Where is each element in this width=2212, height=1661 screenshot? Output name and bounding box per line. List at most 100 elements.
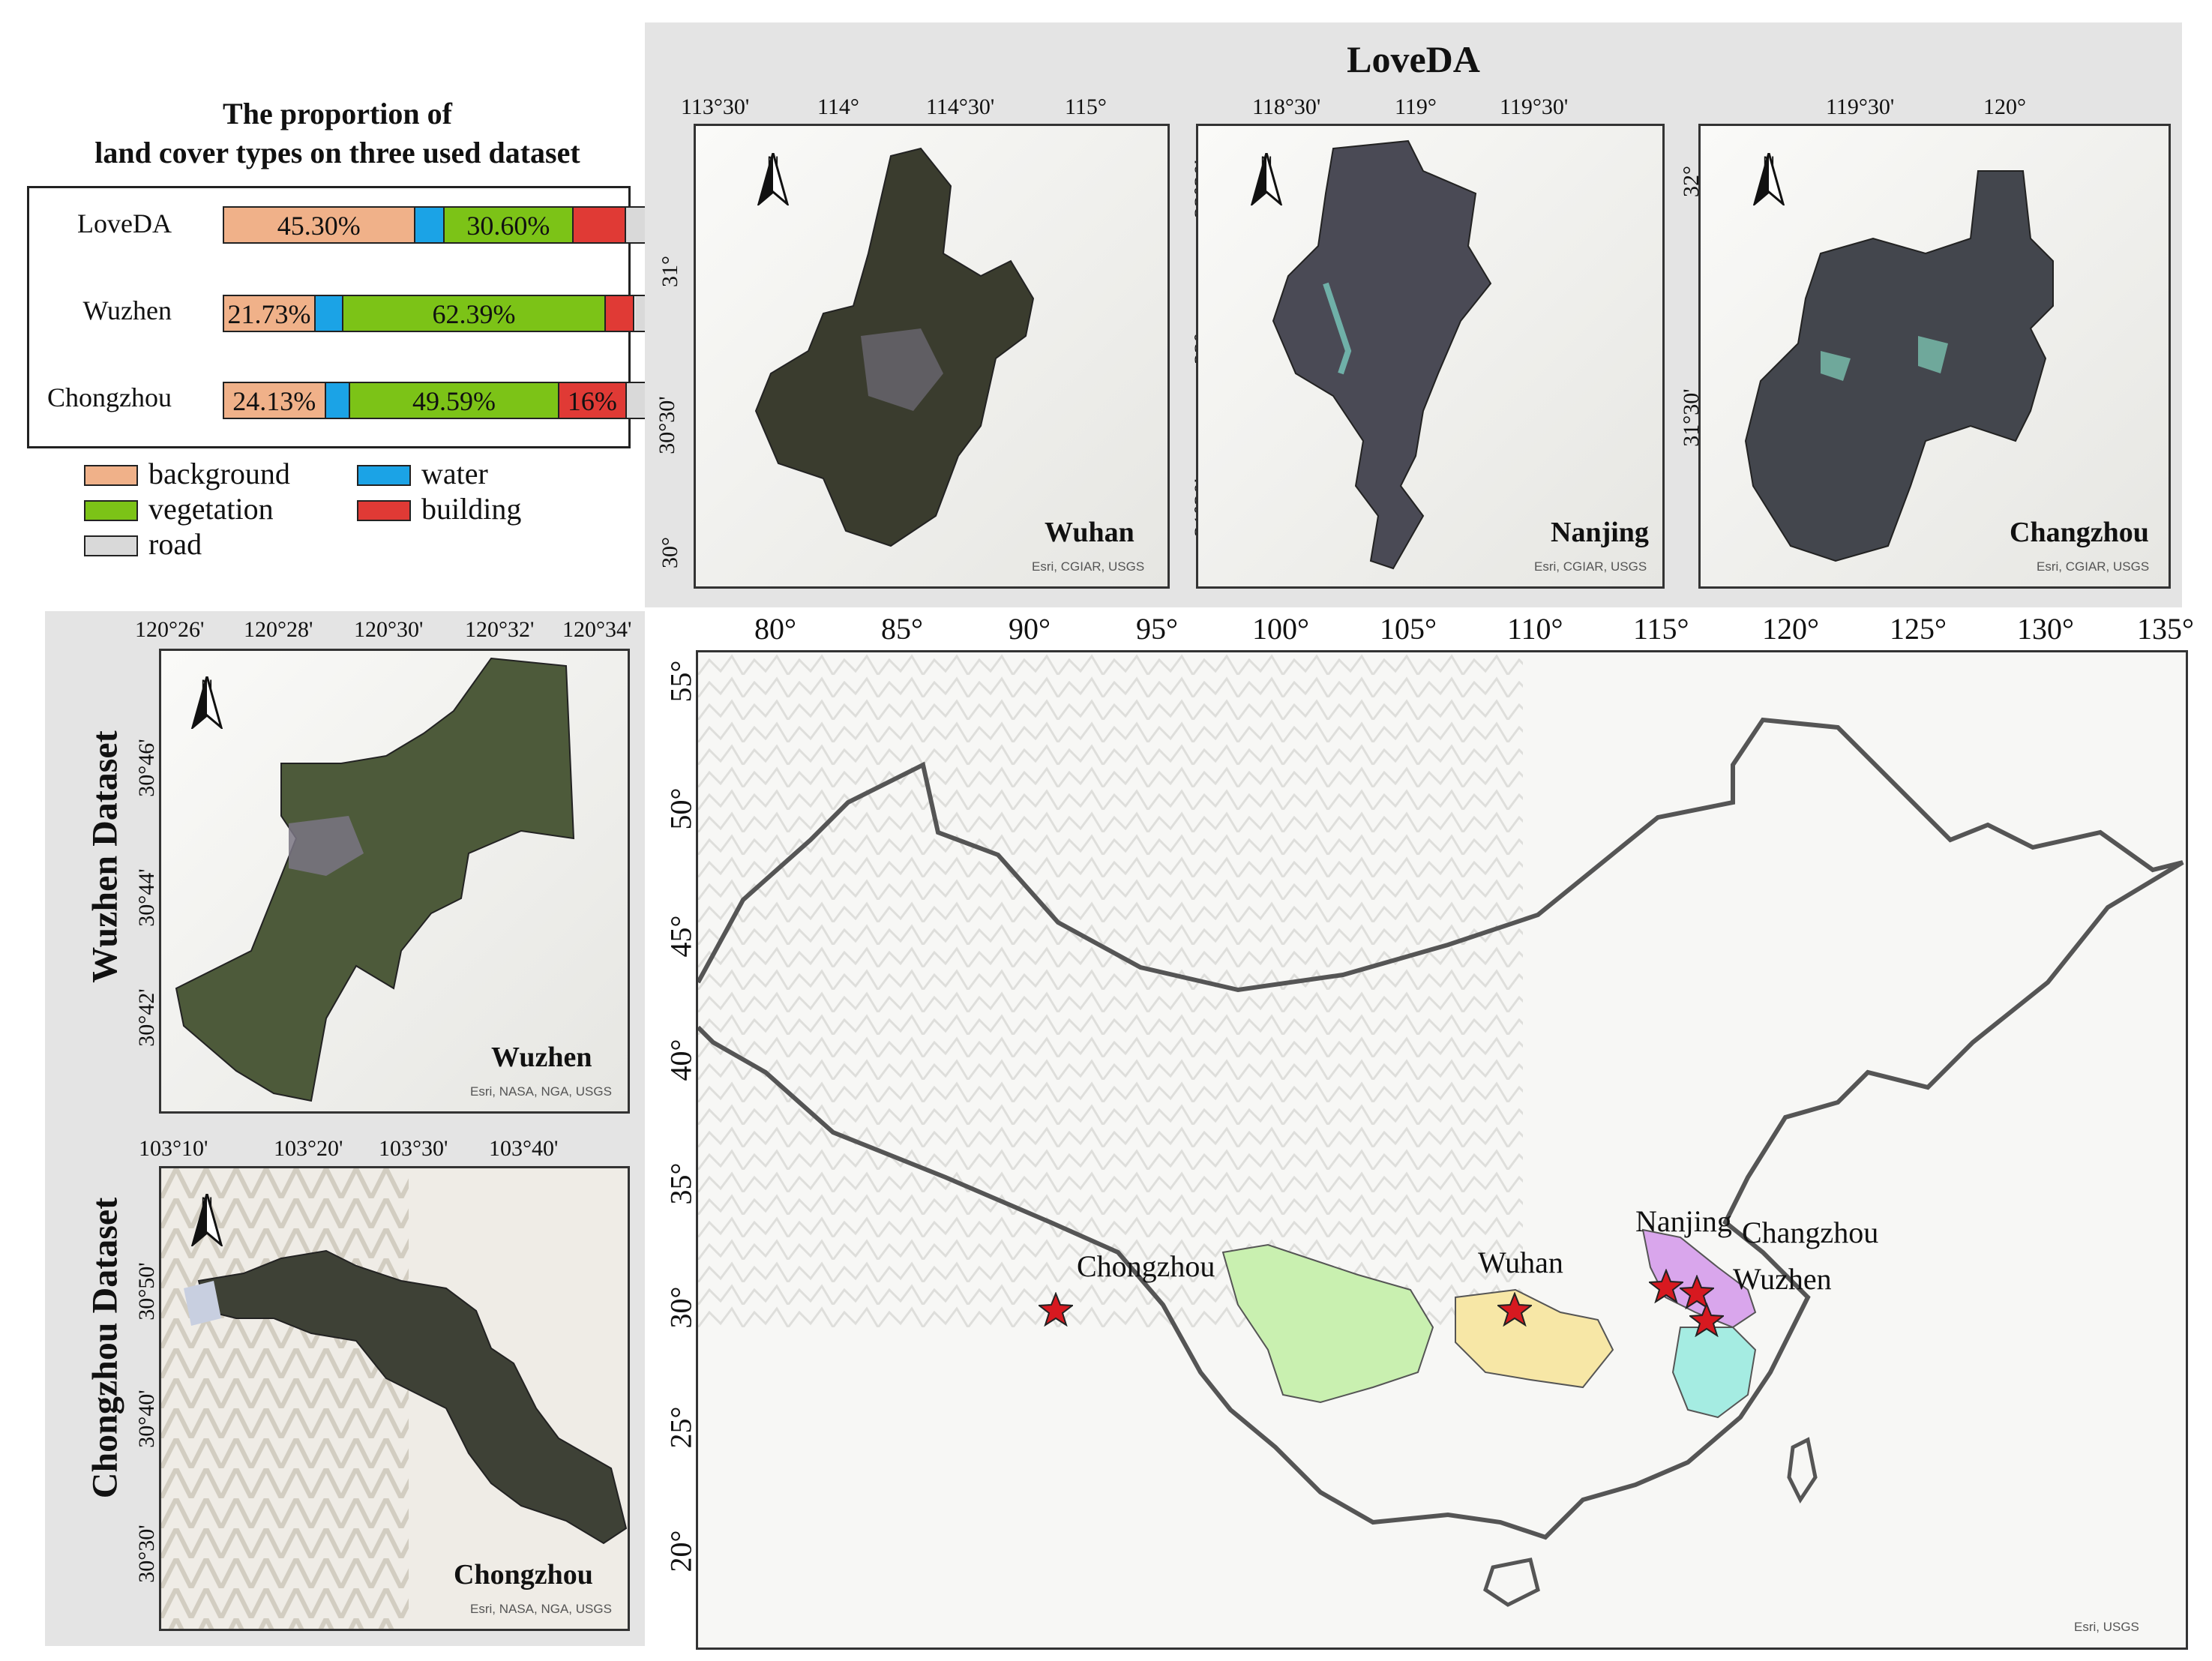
bar-chongzhou: 24.13% 49.59% 16% [223, 382, 647, 419]
credit-nanjing: Esri, CGIAR, USGS [1534, 559, 1647, 574]
map-changzhou: N Changzhou Esri, CGIAR, USGS [1698, 124, 2171, 589]
bar-segment-building [606, 296, 635, 331]
tick-top: 118°30' [1252, 94, 1321, 119]
map-label-chongzhou: Chongzhou [1077, 1249, 1215, 1283]
tick-top: 119° [1395, 94, 1437, 119]
bar-segment-background: 45.30% [224, 208, 415, 242]
tick-top: 105° [1380, 612, 1437, 646]
north-arrow-icon: N [756, 153, 790, 228]
tick-left: 30° [658, 537, 682, 568]
legend-label-road: road [148, 527, 202, 561]
wuzhen-dataset-title: Wuzhen Dataset [85, 730, 125, 983]
tick-top: 80° [754, 612, 796, 646]
tick-top: 90° [1009, 612, 1051, 646]
legend-label-building: building [421, 492, 522, 526]
tick-left: 31° [658, 256, 682, 287]
tick-left: 35° [664, 1162, 698, 1205]
tick-top: 135° [2137, 612, 2194, 646]
wuzhen-imagery [161, 651, 628, 1111]
tick-left: 30°42' [134, 988, 159, 1047]
legend-swatch-background [84, 465, 138, 486]
loveda-title: LoveDA [1347, 38, 1480, 80]
city-label-changzhou: Changzhou [2010, 517, 2149, 548]
tick-top: 103°20' [274, 1136, 343, 1161]
bar-segment-building: 16% [559, 383, 627, 418]
map-wuzhen: N Wuzhen Esri, NASA, NGA, USGS [159, 649, 630, 1114]
map-nanjing: N Nanjing Esri, CGIAR, USGS [1196, 124, 1665, 589]
tick-top: 130° [2017, 612, 2074, 646]
bar-segment-vegetation: 49.59% [350, 383, 559, 418]
tick-top: 119°30' [1826, 94, 1895, 119]
legend-label-background: background [148, 457, 290, 490]
proportion-title-line2: land cover types on three used dataset [94, 136, 580, 169]
legend-label-water: water [421, 457, 488, 490]
map-wuhan: N Wuhan Esri, CGIAR, USGS [694, 124, 1170, 589]
row-label-chongzhou: Chongzhou [47, 382, 172, 412]
tick-top: 120° [1762, 612, 1819, 646]
tick-top: 119°30' [1500, 94, 1569, 119]
bar-loveda: 45.30% 30.60% [223, 206, 647, 244]
tick-top: 103°30' [379, 1136, 448, 1161]
bar-segment-building [573, 208, 627, 242]
legend-swatch-water [357, 465, 411, 486]
tick-left: 20° [664, 1530, 698, 1573]
location-star-icon [1680, 1275, 1714, 1309]
tick-top: 120°28' [244, 617, 313, 642]
tick-top: 95° [1136, 612, 1178, 646]
legend-swatch-building [357, 500, 411, 521]
row-label-wuzhen: Wuzhen [82, 295, 172, 325]
tick-top: 100° [1252, 612, 1309, 646]
credit-changzhou: Esri, CGIAR, USGS [2037, 559, 2150, 574]
tick-top: 110° [1507, 612, 1563, 646]
city-label-chongzhou: Chongzhou [454, 1559, 593, 1591]
tick-left: 30° [664, 1286, 698, 1329]
tick-top: 114°30' [926, 94, 995, 119]
credit-overview: Esri, USGS [2074, 1620, 2139, 1634]
loveda-panel: LoveDA 113°30' 114° 114°30' 115° 31° 30°… [645, 22, 2182, 607]
city-label-wuhan: Wuhan [1045, 517, 1134, 548]
nanjing-imagery [1198, 126, 1662, 586]
legend-swatch-vegetation [84, 500, 138, 521]
map-label-wuzhen: Wuzhen [1733, 1262, 1832, 1296]
north-arrow-icon: N [1249, 153, 1284, 228]
tick-top: 125° [1890, 612, 1947, 646]
legend-swatch-road [84, 535, 138, 556]
tick-top: 103°10' [139, 1136, 208, 1161]
proportion-panel: The proportion of land cover types on th… [0, 0, 647, 570]
tick-left: 30°40' [134, 1390, 159, 1448]
location-star-icon [1039, 1292, 1073, 1327]
tick-top: 103°40' [489, 1136, 559, 1161]
tick-top: 85° [881, 612, 923, 646]
tick-top: 113°30' [681, 94, 750, 119]
bar-segment-background: 24.13% [224, 383, 326, 418]
tick-left: 45° [664, 915, 698, 958]
tick-left: 30°30' [134, 1525, 159, 1583]
chongzhou-imagery [161, 1168, 628, 1629]
tick-left: 25° [664, 1406, 698, 1449]
credit-wuhan: Esri, CGIAR, USGS [1032, 559, 1145, 574]
tick-top: 115° [1633, 612, 1689, 646]
credit-chongzhou: Esri, NASA, NGA, USGS [470, 1602, 612, 1616]
tick-left: 30°44' [134, 868, 159, 927]
tick-left: 50° [664, 787, 698, 830]
overview-map-panel: 80° 85° 90° 95° 100° 105° 110° 115° 120°… [645, 611, 2212, 1661]
bar-segment-vegetation: 30.60% [444, 208, 574, 242]
tick-top: 115° [1065, 94, 1107, 119]
wuhan-imagery [696, 126, 1167, 586]
legend-label-vegetation: vegetation [148, 492, 274, 526]
location-star-icon [1649, 1269, 1683, 1303]
north-arrow-icon: N [190, 1194, 224, 1269]
bar-segment-road [634, 296, 646, 331]
bar-segment-road [626, 383, 646, 418]
north-arrow-icon: N [1752, 153, 1786, 228]
north-arrow-icon: N [190, 676, 224, 751]
map-chongzhou: N Chongzhou Esri, NASA, NGA, USGS [159, 1166, 630, 1631]
bar-segment-vegetation: 62.39% [343, 296, 607, 331]
dataset-panel-left: Wuzhen Dataset Chongzhou Dataset 120°26'… [45, 611, 645, 1646]
proportion-title-line1: The proportion of [223, 97, 452, 130]
location-star-icon [1689, 1303, 1724, 1337]
tick-left: 30°46' [134, 739, 159, 797]
changzhou-imagery [1701, 126, 2169, 586]
tick-top: 120°26' [135, 617, 205, 642]
bar-segment-road [626, 208, 646, 242]
